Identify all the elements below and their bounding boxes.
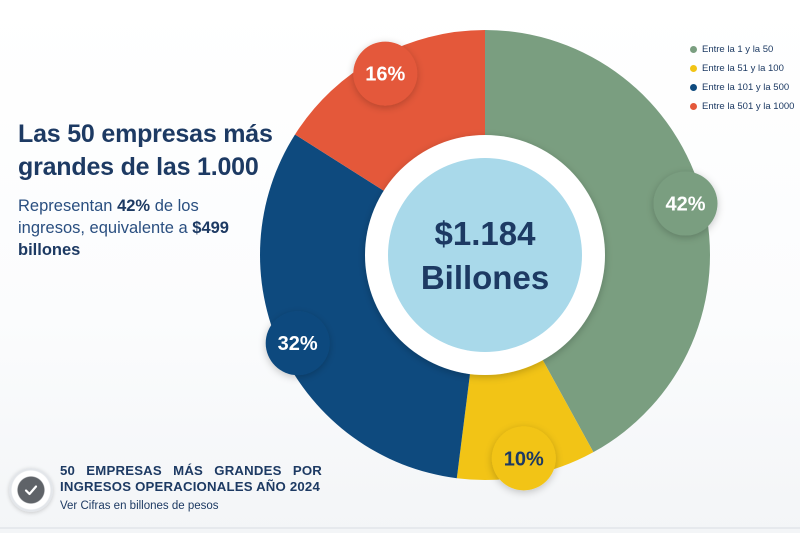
footer-title: 50 EMPRESAS MÁS GRANDES POR INGRESOS OPE… [60,463,322,495]
legend-swatch [690,46,697,53]
legend-item-101-500: Entre la 101 y la 500 [690,78,798,97]
subtitle-amount: $499 billones [18,219,229,259]
percent-label-1: 42% [665,194,705,216]
footer-title-line1: 50 EMPRESAS MÁS GRANDES POR [60,463,322,478]
legend-item-501-1000: Entre la 501 y la 1000 [690,97,798,116]
legend-label: Entre la 101 y la 500 [702,82,790,93]
center-unit: Billones [421,259,549,296]
chart-legend: Entre la 1 y la 50 Entre la 51 y la 100 … [690,40,798,116]
percent-label-2: 10% [504,448,544,470]
center-circle [388,158,582,352]
subtitle-percent: 42% [117,197,151,215]
headline: Las 50 empresas más grandes de las 1.000 [18,120,273,181]
subtitle: Representan 42% de los ingresos, equival… [18,195,268,261]
bottom-divider [0,527,800,529]
legend-item-51-100: Entre la 51 y la 100 [690,59,798,78]
footer-title-line2: INGRESOS OPERACIONALES AÑO 2024 [60,479,320,494]
percent-label-4: 16% [365,64,405,86]
percent-badge-1 [653,171,718,236]
legend-swatch [690,65,697,72]
percent-badge-3 [265,311,330,376]
percent-badges: 42% 10% 32% 16% [265,41,718,491]
percent-badge-2 [491,426,556,491]
legend-swatch [690,84,697,91]
legend-label: Entre la 51 y la 100 [702,63,784,74]
check-mark [24,485,38,496]
legend-item-1-50: Entre la 1 y la 50 [690,40,798,59]
subtitle-text-1: Representan [18,197,118,215]
legend-label: Entre la 1 y la 50 [702,44,774,55]
percent-badge-4 [353,41,418,106]
subtitle-text-2: de los ingresos, equivalente a [18,197,199,237]
percent-label-3: 32% [278,333,318,355]
check-icon [9,468,53,512]
legend-label: Entre la 501 y la 1000 [702,101,795,112]
legend-swatch [690,103,697,110]
footer-note: Ver Cifras en billones de pesos [60,500,219,512]
center-value: $1.184 [435,215,537,252]
